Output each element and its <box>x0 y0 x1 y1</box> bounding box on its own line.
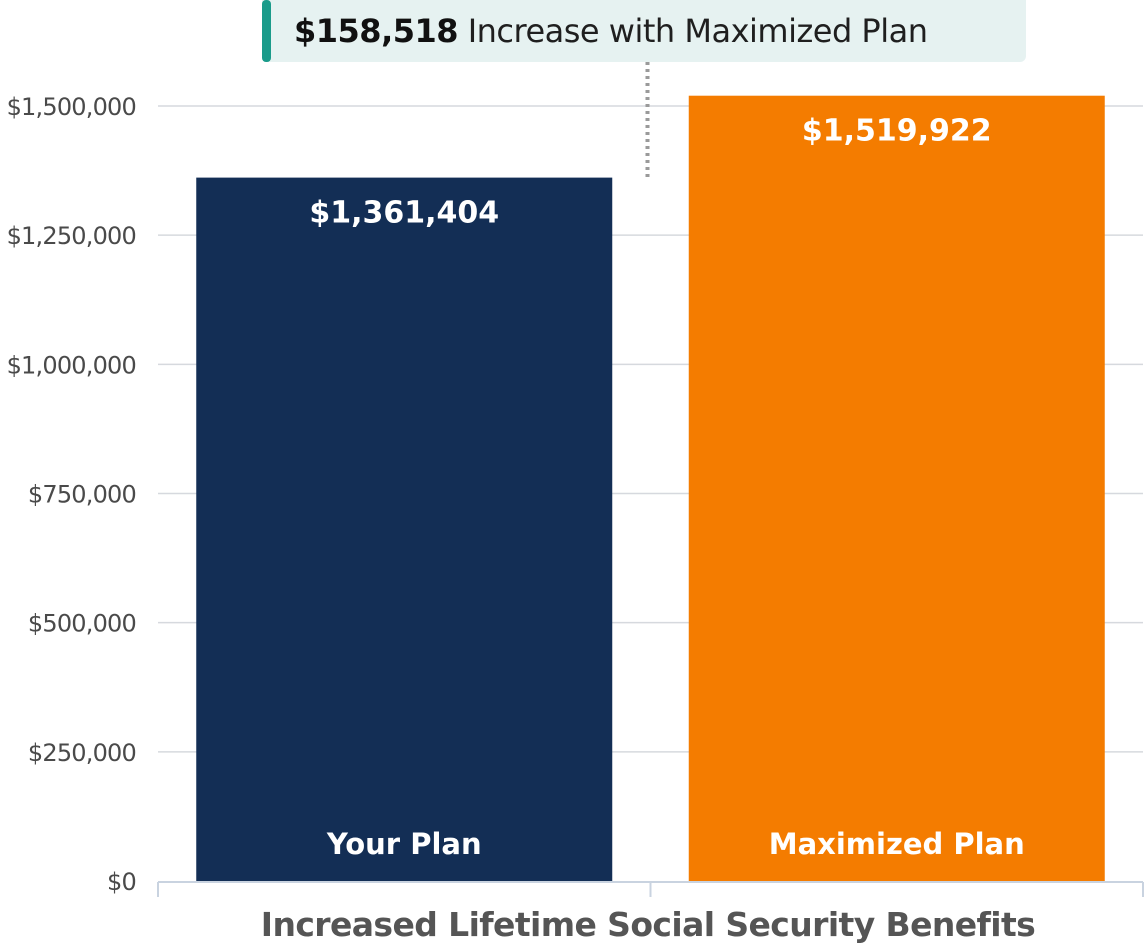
bar-value-label: $1,519,922 <box>802 114 992 149</box>
bar-category-label: Your Plan <box>326 827 482 861</box>
y-axis-ticks: $0 $250,000 $500,000 $750,000 $1,000,000 $1,2… <box>7 93 137 896</box>
y-tick-label: $1,250,000 <box>7 222 136 250</box>
bar-value-label: $1,361,404 <box>309 196 499 231</box>
y-tick-label: $1,000,000 <box>7 351 136 379</box>
y-tick-label: $0 <box>107 868 136 896</box>
x-axis <box>157 881 1144 897</box>
callout-accent-bar <box>262 0 271 62</box>
bars: $1,361,404 Your Plan $1,519,922 Maximized P… <box>196 62 1105 882</box>
x-axis-label: Increased Lifetime Social Security Benef… <box>261 905 1035 944</box>
increase-callout: $158,518 Increase with Maximized Plan <box>262 0 1026 62</box>
y-tick-label: $1,500,000 <box>7 93 136 121</box>
bar-maximized-plan <box>688 95 1105 881</box>
bar-your-plan <box>196 177 613 882</box>
bar-category-label: Maximized Plan <box>769 827 1025 861</box>
callout-text: $158,518 Increase with Maximized Plan <box>294 10 928 52</box>
callout-amount: $158,518 <box>294 12 459 50</box>
y-tick-label: $250,000 <box>28 739 136 767</box>
y-tick-label: $500,000 <box>28 610 136 638</box>
callout-description: Increase with Maximized Plan <box>467 12 928 50</box>
y-tick-label: $750,000 <box>28 481 136 509</box>
